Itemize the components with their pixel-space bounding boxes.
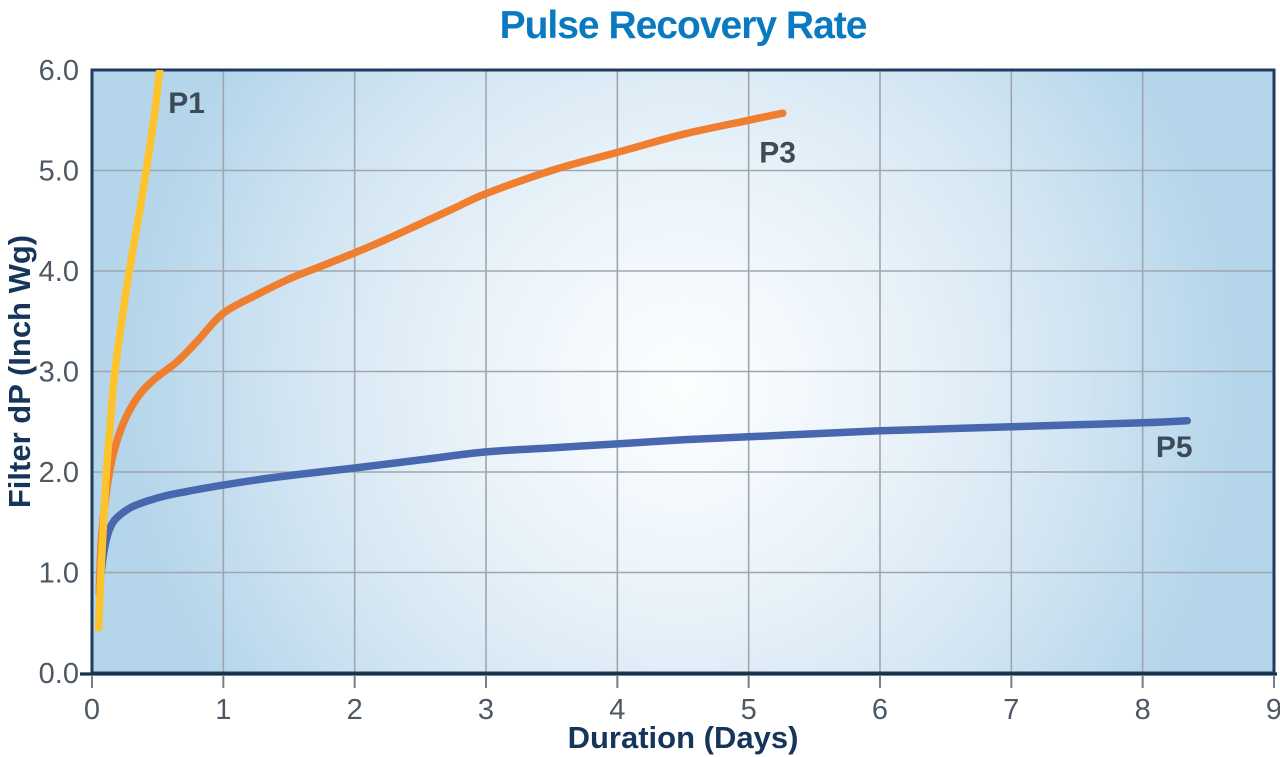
series-p5-label: P5 (1156, 431, 1193, 464)
series-p5-curve (97, 416, 1192, 577)
y-tick-label-0.0: 0.0 (39, 658, 79, 690)
x-tick-label-3: 3 (478, 694, 494, 726)
x-tick-label-8: 8 (1135, 694, 1151, 726)
x-tick-label-9: 9 (1266, 694, 1280, 726)
series-p1-curve (94, 70, 164, 632)
x-axis-ticks (91, 676, 1275, 688)
series-p1-label: P1 (168, 87, 205, 120)
y-tick-label-5.0: 5.0 (39, 156, 79, 188)
gridlines (92, 70, 1274, 673)
x-tick-label-6: 6 (872, 694, 888, 726)
x-tick-label-2: 2 (347, 694, 363, 726)
x-tick-label-1: 1 (215, 694, 231, 726)
y-tick-label-1.0: 1.0 (39, 558, 79, 590)
series-p3-label: P3 (759, 136, 796, 169)
y-tick-label-3.0: 3.0 (39, 357, 79, 389)
x-axis-title: Duration (Days) (568, 720, 799, 755)
series-curves (94, 70, 1192, 632)
y-tick-label-2.0: 2.0 (39, 457, 79, 489)
y-axis-title: Filter dP (Inch Wg) (2, 235, 37, 508)
x-tick-label-4: 4 (609, 694, 625, 726)
y-tick-label-4.0: 4.0 (39, 256, 79, 288)
x-tick-label-0: 0 (84, 694, 100, 726)
series-p3-curve (95, 109, 787, 597)
x-tick-label-7: 7 (1003, 694, 1019, 726)
y-tick-label-6.0: 6.0 (39, 55, 79, 87)
chart-title: Pulse Recovery Rate (499, 4, 868, 47)
x-tick-labels: 0 1 2 3 4 5 6 7 8 9 (84, 694, 1280, 726)
x-tick-label-5: 5 (741, 694, 757, 726)
y-tick-labels: 0.0 1.0 2.0 3.0 4.0 5.0 6.0 (39, 55, 79, 690)
